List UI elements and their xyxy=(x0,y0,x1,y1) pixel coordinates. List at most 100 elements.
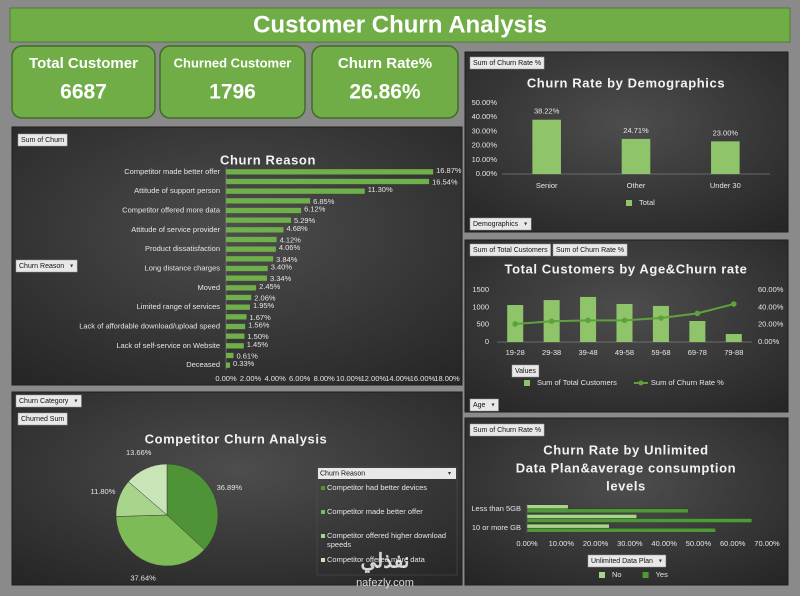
x-tick-label: 49-58 xyxy=(615,348,634,357)
field-button xyxy=(15,259,78,273)
category-label: Lack of affordable download/upload speed xyxy=(79,321,220,330)
field-button-label: Churn Category xyxy=(19,398,69,405)
legend-label: Yes xyxy=(656,570,668,579)
category-label: Limited range of services xyxy=(137,302,221,311)
bar xyxy=(226,362,231,368)
data-label: 23.00% xyxy=(713,128,739,137)
data-label: 3.84% xyxy=(276,255,298,264)
dropdown-arrow: ▾ xyxy=(524,222,527,228)
kpi-value: 6687 xyxy=(60,81,107,104)
chart-title: Data Plan&average consumption xyxy=(516,460,736,475)
field-button xyxy=(469,243,551,257)
field-button xyxy=(469,398,499,412)
x-tick-label: Other xyxy=(627,181,646,190)
kpi-card xyxy=(311,45,459,119)
category-label: 10 or more GB xyxy=(472,523,521,532)
x-tick-label: 59-68 xyxy=(651,348,670,357)
bar xyxy=(226,169,434,175)
category-label: Competitor offered more data xyxy=(122,205,221,214)
data-label: 3.34% xyxy=(270,274,292,283)
bar xyxy=(226,178,430,185)
bar xyxy=(226,285,257,291)
x-tick-label: 2.00% xyxy=(240,374,262,383)
bar xyxy=(226,198,311,204)
legend-item: Competitor made better offer xyxy=(327,507,423,516)
field-button-label: Values xyxy=(515,368,536,375)
kpi-value: 26.86% xyxy=(349,81,421,104)
legend-item: Competitor offered more data xyxy=(327,555,425,564)
bar xyxy=(226,304,250,310)
y-tick-label: 30.00% xyxy=(472,126,498,135)
line-marker xyxy=(585,317,591,324)
chart-title: Churn Rate by Demographics xyxy=(527,75,725,90)
data-label: 16.54% xyxy=(432,177,458,186)
data-label: 6.12% xyxy=(304,204,326,213)
bar xyxy=(226,207,302,214)
category-label: Less than 5GB xyxy=(471,504,521,513)
category-label: Attitude of support person xyxy=(134,186,220,195)
field-button-label: Sum of Churn xyxy=(21,137,64,144)
data-label: 11.80% xyxy=(90,487,115,496)
x-tick-label: 10.00% xyxy=(549,539,575,548)
chart-title: levels xyxy=(606,478,646,493)
field-button-label: Sum of Churn Rate % xyxy=(473,60,541,67)
x-tick-label: 39-48 xyxy=(578,348,597,357)
category-label: Moved xyxy=(197,283,220,292)
bar xyxy=(226,217,291,223)
field-button xyxy=(587,554,667,568)
x-tick-label: 19-28 xyxy=(506,348,525,357)
data-label: 4.06% xyxy=(279,243,301,252)
x-tick-label: 60.00% xyxy=(720,539,746,548)
dropdown-arrow: ▾ xyxy=(74,399,77,405)
x-tick-label: Senior xyxy=(536,181,558,190)
legend-label: Competitor offered more data xyxy=(327,555,425,564)
y-tick-label: 0 xyxy=(485,337,489,346)
field-button xyxy=(469,217,532,231)
chart-title: Churn Reason xyxy=(220,152,316,167)
data-label: 36.89% xyxy=(217,483,243,492)
field-button-label: Demographics xyxy=(473,221,519,228)
x-tick-label: 69-78 xyxy=(688,348,707,357)
chart-title: Competitor Churn Analysis xyxy=(145,431,328,446)
category-label: Long distance charges xyxy=(145,263,221,272)
chart-title: Total Customers by Age&Churn rate xyxy=(505,261,748,276)
field-button-label: Sum of Churn Rate % xyxy=(556,247,624,254)
x-tick-label: 16.00% xyxy=(410,374,436,383)
category-label: Lack of self-service on Website xyxy=(116,341,220,350)
legend-item: Competitor offered higher download speed… xyxy=(327,531,446,549)
bar xyxy=(226,265,268,272)
bar xyxy=(532,119,561,174)
legend-swatch xyxy=(321,534,325,538)
y-tick-label: 10.00% xyxy=(472,155,498,164)
title-bar xyxy=(9,7,791,43)
legend-label: Sum of Total Customers xyxy=(537,378,617,387)
x-tick-label: 12.00% xyxy=(361,374,387,383)
y-tick-label: 500 xyxy=(476,320,489,329)
legend-swatch xyxy=(524,380,530,386)
line-marker xyxy=(730,301,737,307)
bar xyxy=(526,518,753,523)
dropdown-arrow: ▾ xyxy=(491,403,494,409)
legend-label: No xyxy=(612,570,622,579)
bar xyxy=(725,334,742,342)
bar xyxy=(226,227,284,233)
bar xyxy=(526,514,637,519)
kpi-label: Total Customer xyxy=(29,55,138,72)
pie-slice xyxy=(128,463,168,516)
bar xyxy=(526,527,716,533)
dropdown-arrow: ▾ xyxy=(659,559,662,565)
pie-slice xyxy=(115,514,205,567)
x-tick-label: 18.00% xyxy=(434,374,460,383)
bar xyxy=(226,275,268,281)
x-tick-label: 4.00% xyxy=(264,374,286,383)
field-button xyxy=(15,394,82,408)
kpi-value: 1796 xyxy=(209,81,256,104)
line-marker xyxy=(548,318,555,325)
kpi-card xyxy=(11,45,156,119)
line-marker xyxy=(658,315,664,321)
legend-header xyxy=(318,468,456,479)
bar xyxy=(226,333,245,339)
field-button-label: Sum of Total Customers xyxy=(473,247,548,254)
data-label: 3.40% xyxy=(271,262,293,271)
